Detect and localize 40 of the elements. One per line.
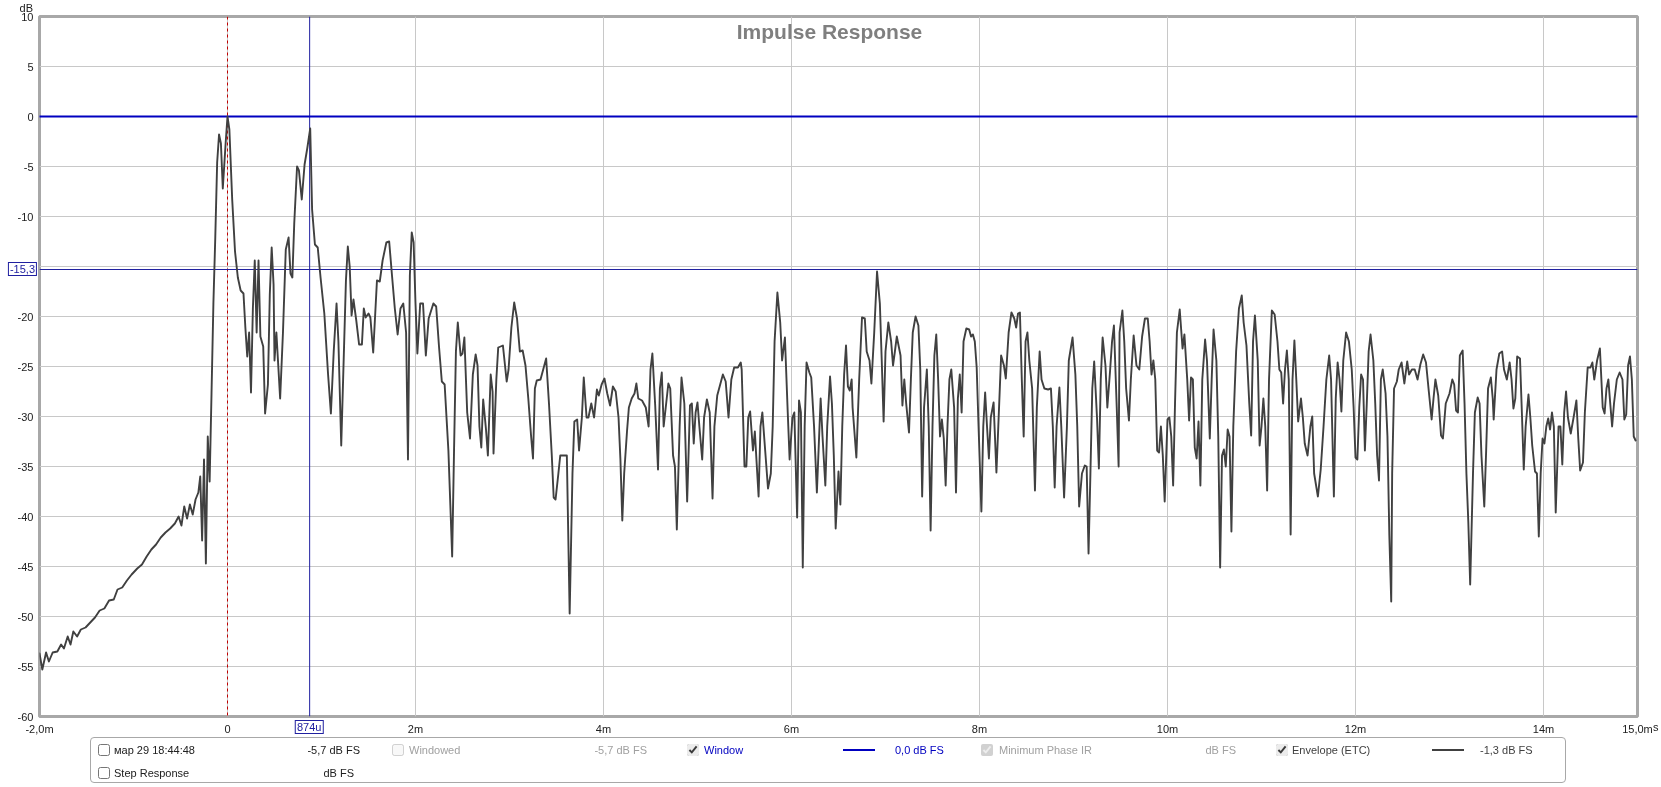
x-tick-label: 12m bbox=[1344, 722, 1367, 735]
x-tick-label: 15,0m bbox=[1622, 722, 1653, 735]
text: -1,3 dB FS bbox=[1480, 743, 1533, 757]
y-tick-label: 5 bbox=[27, 60, 34, 73]
y-tick-label: -25 bbox=[17, 360, 34, 373]
y-tick-label: 0 bbox=[27, 110, 34, 123]
ref-line-label: -15,3 bbox=[7, 262, 37, 276]
x-tick-label: 8m bbox=[971, 722, 988, 735]
y-tick-label: -5 bbox=[23, 160, 34, 173]
text: Minimum Phase IR bbox=[999, 743, 1092, 757]
y-tick-label: -35 bbox=[17, 460, 34, 473]
x-tick-label: 4m bbox=[595, 722, 612, 735]
x-tick-label: 0 bbox=[224, 722, 231, 735]
x-tick-label: 6m bbox=[783, 722, 800, 735]
text: мар 29 18:44:48 bbox=[114, 743, 195, 757]
y-tick-label: -60 bbox=[17, 710, 34, 723]
text: dB FS bbox=[323, 766, 354, 780]
y-tick-label: -45 bbox=[17, 560, 34, 573]
text: dB FS bbox=[1205, 743, 1236, 757]
x-tick-label: -2,0m bbox=[25, 722, 54, 735]
y-tick-label: -10 bbox=[17, 210, 34, 223]
line-series bbox=[39, 115, 1637, 671]
text: Windowed bbox=[409, 743, 461, 757]
x-axis-title: s bbox=[1653, 721, 1659, 733]
text: Envelope (ETC) bbox=[1292, 743, 1371, 757]
text: -5,7 dB FS bbox=[594, 743, 647, 757]
x-tick-label: 14m bbox=[1532, 722, 1555, 735]
x-tick-label: 2m bbox=[407, 722, 424, 735]
ref-line-label: 874u bbox=[294, 720, 324, 734]
text: 0,0 dB FS bbox=[895, 743, 944, 757]
y-tick-label: -40 bbox=[17, 510, 34, 523]
y-tick-label: -50 bbox=[17, 610, 34, 623]
y-tick-label: -30 bbox=[17, 410, 34, 423]
text: Step Response bbox=[114, 766, 190, 780]
x-tick-label: 10m bbox=[1156, 722, 1179, 735]
chart-title: Impulse Response bbox=[736, 19, 923, 43]
text: Window bbox=[704, 743, 744, 757]
y-tick-label: -55 bbox=[17, 660, 34, 673]
text: -5,7 dB FS bbox=[307, 743, 360, 757]
y-tick-label: -20 bbox=[17, 310, 34, 323]
